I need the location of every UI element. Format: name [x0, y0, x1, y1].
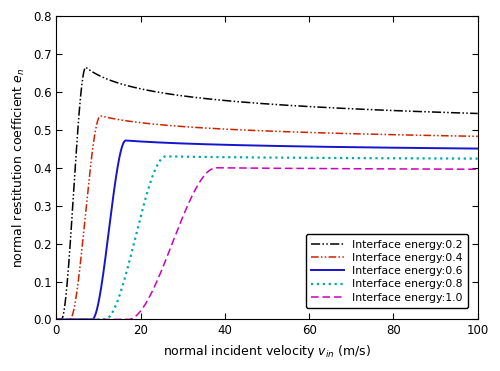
Interface energy:1.0	[321, 166, 327, 171]
Interface energy:0.4	[475, 134, 481, 139]
Interface energy:0.2	[54, 317, 60, 322]
Interface energy:0.6	[366, 145, 372, 150]
Interface energy:0.4	[206, 126, 212, 131]
X-axis label: normal incident velocity $v_{in}$ (m/s): normal incident velocity $v_{in}$ (m/s)	[163, 343, 371, 360]
Interface energy:0.4	[54, 317, 60, 322]
Interface energy:0.4	[302, 130, 308, 135]
Line: Interface energy:0.6: Interface energy:0.6	[56, 141, 478, 319]
Interface energy:1.0	[54, 317, 60, 322]
Line: Interface energy:1.0: Interface energy:1.0	[56, 168, 478, 319]
Interface energy:0.2	[206, 97, 212, 101]
Interface energy:1.0	[366, 167, 372, 171]
Line: Interface energy:0.4: Interface energy:0.4	[56, 116, 478, 319]
Interface energy:0.8	[206, 155, 212, 159]
Interface energy:0.2	[82, 65, 88, 69]
Line: Interface energy:0.8: Interface energy:0.8	[56, 157, 478, 319]
Interface energy:0.6	[321, 145, 327, 149]
Interface energy:0.2	[302, 104, 308, 109]
Interface energy:0.6	[74, 317, 80, 322]
Interface energy:0.8	[366, 156, 372, 160]
Interface energy:0.8	[74, 317, 80, 322]
Interface energy:0.2	[366, 107, 372, 112]
Interface energy:0.6	[206, 142, 212, 147]
Interface energy:0.8	[388, 156, 394, 161]
Interface energy:0.4	[321, 131, 327, 135]
Interface energy:1.0	[388, 167, 394, 171]
Interface energy:0.2	[321, 105, 327, 109]
Interface energy:0.2	[74, 132, 80, 137]
Interface energy:0.8	[321, 156, 327, 160]
Interface energy:0.4	[74, 285, 80, 289]
Interface energy:0.6	[388, 145, 394, 150]
Interface energy:1.0	[475, 167, 481, 171]
Interface energy:0.6	[123, 138, 129, 143]
Interface energy:0.6	[475, 146, 481, 151]
Interface energy:0.4	[366, 132, 372, 137]
Line: Interface energy:0.2: Interface energy:0.2	[56, 67, 478, 319]
Interface energy:0.4	[98, 114, 103, 118]
Interface energy:0.6	[54, 317, 60, 322]
Interface energy:0.8	[302, 155, 308, 160]
Interface energy:0.6	[302, 144, 308, 149]
Interface energy:1.0	[74, 317, 80, 322]
Interface energy:0.8	[54, 317, 60, 322]
Interface energy:0.2	[388, 108, 394, 113]
Interface energy:0.8	[475, 157, 481, 161]
Interface energy:1.0	[302, 166, 308, 171]
Interface energy:1.0	[214, 165, 220, 170]
Interface energy:1.0	[206, 169, 212, 173]
Y-axis label: normal restitution coefficient $e_n$: normal restitution coefficient $e_n$	[11, 68, 27, 268]
Legend: Interface energy:0.2, Interface energy:0.4, Interface energy:0.6, Interface ener: Interface energy:0.2, Interface energy:0…	[306, 234, 468, 308]
Interface energy:0.2	[475, 111, 481, 116]
Interface energy:0.8	[163, 154, 169, 159]
Interface energy:0.4	[388, 132, 394, 137]
